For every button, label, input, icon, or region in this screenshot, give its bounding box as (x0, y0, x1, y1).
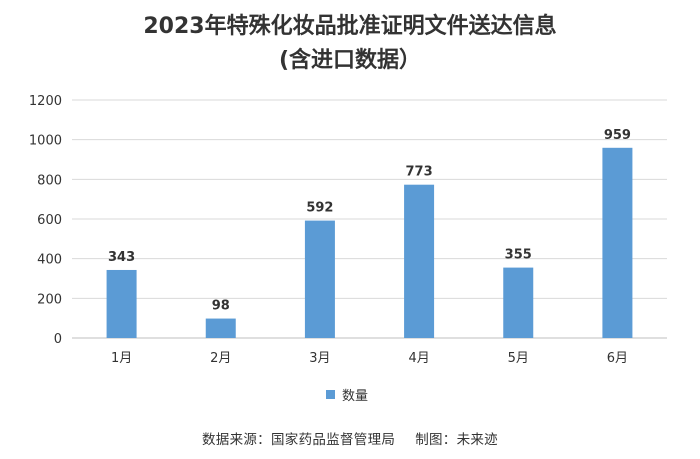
x-tick-label: 2月 (210, 351, 231, 366)
x-tick-label: 6月 (607, 351, 628, 366)
bar (503, 267, 534, 338)
x-tick-label: 3月 (309, 351, 330, 366)
bar (602, 147, 633, 338)
data-label: 343 (108, 250, 135, 265)
data-label: 592 (306, 201, 333, 216)
credit-note: 制图：未来迹 (415, 432, 498, 448)
bar (205, 318, 236, 338)
data-label: 959 (604, 128, 631, 143)
footer: 数据来源：国家药品监督管理局 制图：未来迹 (0, 428, 700, 448)
y-tick-label: 600 (37, 213, 62, 228)
data-label: 773 (406, 165, 433, 180)
source-note: 数据来源：国家药品监督管理局 (201, 432, 396, 448)
chart-subtitle: (含进口数据） (278, 48, 422, 73)
chart-title: 2023年特殊化妆品批准证明文件送达信息 (143, 14, 557, 39)
data-label: 355 (505, 248, 532, 263)
y-tick-label: 800 (37, 173, 62, 188)
bar (304, 220, 335, 338)
y-tick-label: 1200 (29, 94, 62, 109)
x-tick-label: 1月 (111, 351, 132, 366)
y-tick-label: 1000 (29, 134, 62, 149)
legend-swatch (326, 390, 335, 399)
data-label: 98 (212, 299, 230, 314)
bar (106, 269, 137, 338)
legend-label: 数量 (342, 389, 368, 404)
x-tick-label: 4月 (408, 351, 429, 366)
y-tick-label: 0 (54, 332, 62, 347)
x-tick-label: 5月 (508, 351, 529, 366)
bar (404, 184, 435, 338)
y-tick-label: 200 (37, 292, 62, 307)
y-tick-label: 400 (37, 253, 62, 268)
